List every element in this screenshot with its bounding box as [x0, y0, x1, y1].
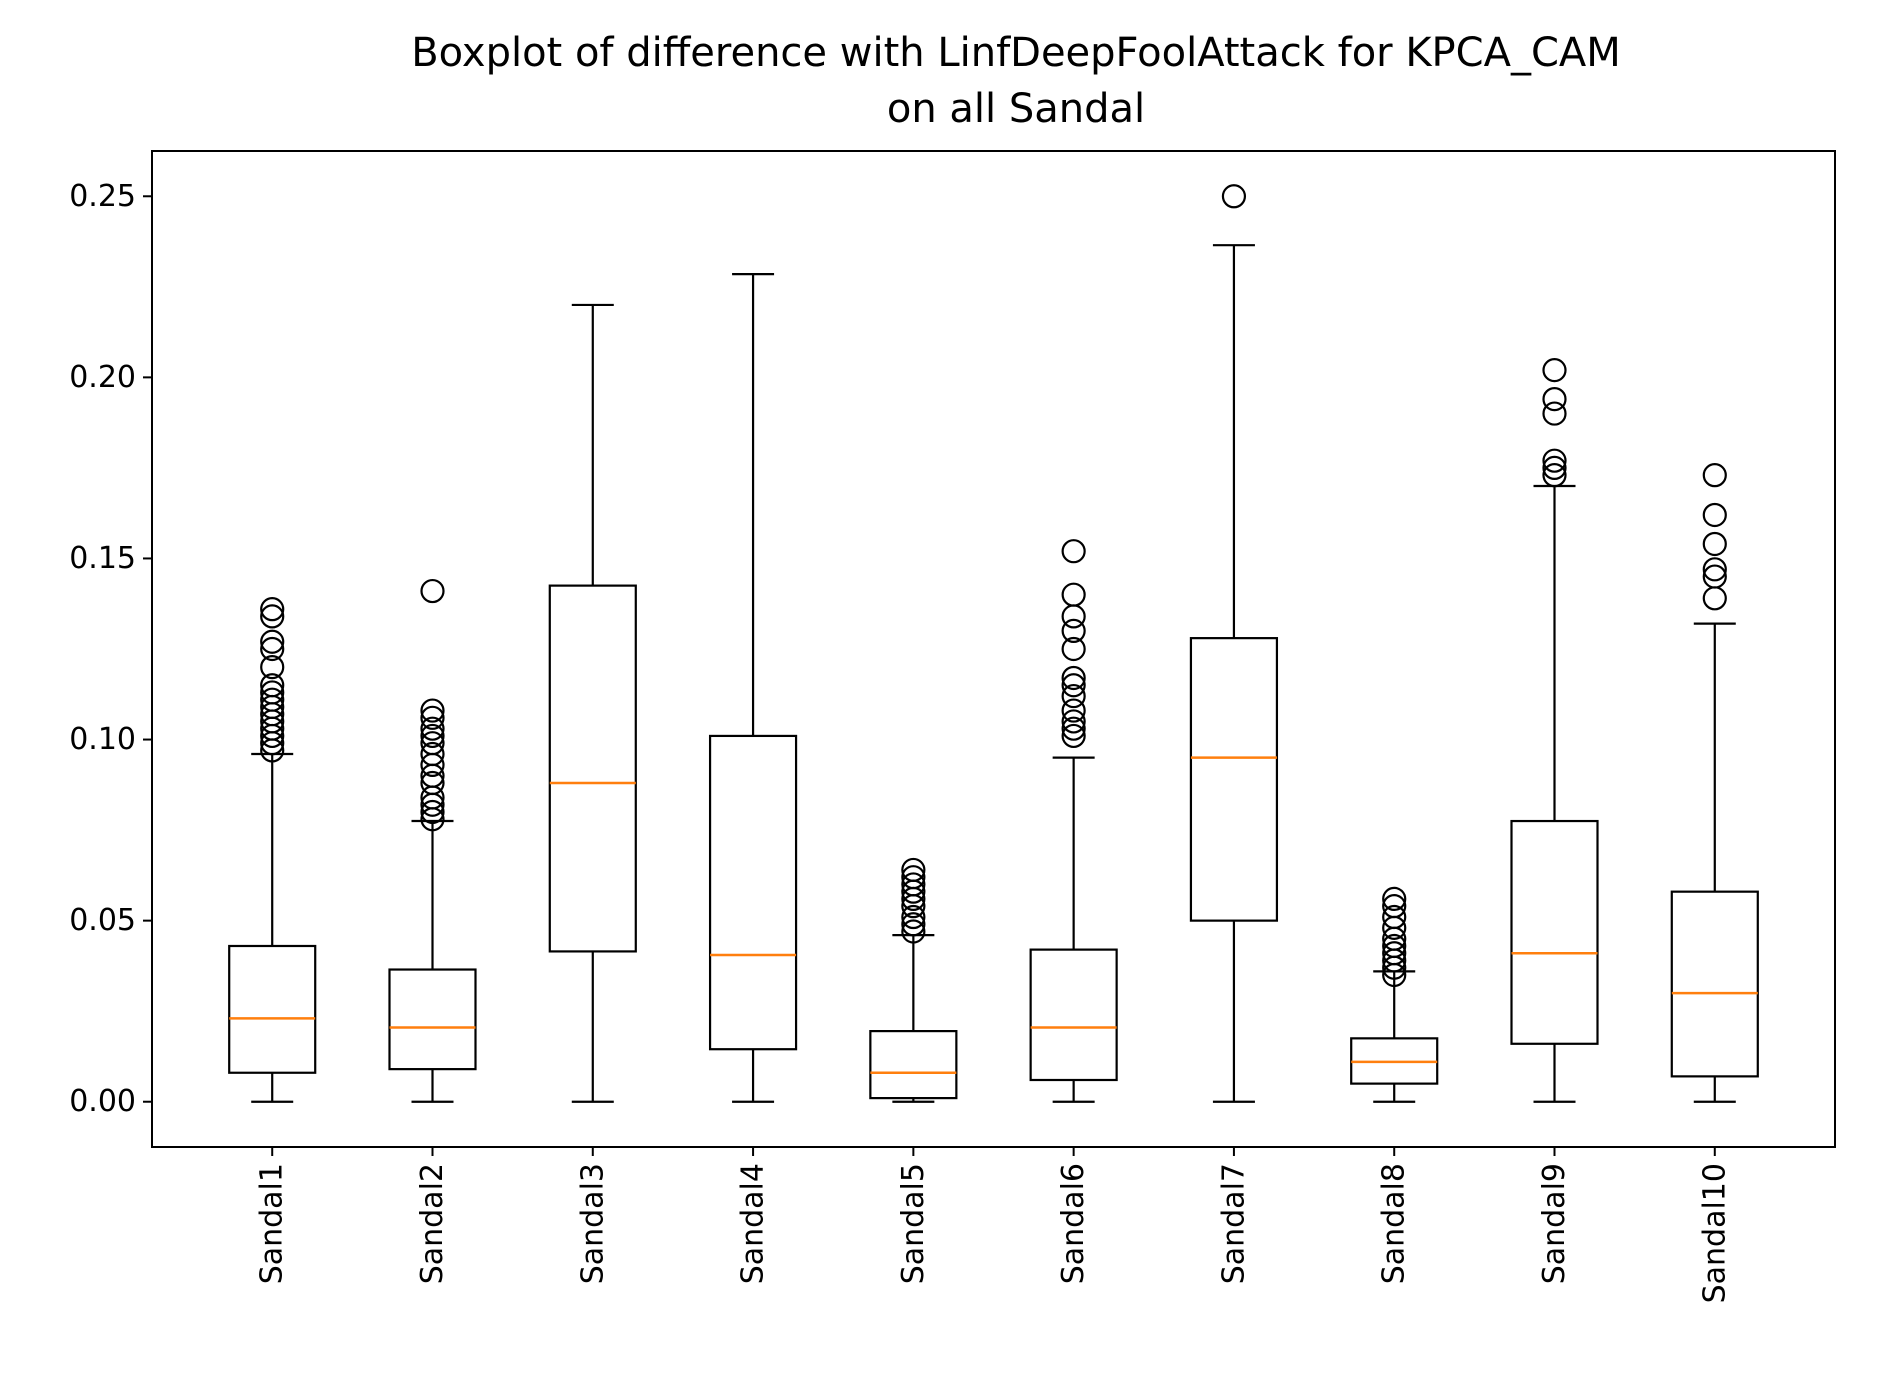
outlier-point: [1061, 636, 1086, 662]
box-sandal8: [1350, 886, 1439, 1103]
outlier-point: [260, 680, 285, 705]
y-tick-label: 0.25: [69, 179, 136, 214]
y-tick-label: 0.20: [69, 360, 136, 395]
outlier-point: [901, 912, 926, 937]
outlier-point: [1382, 904, 1407, 930]
y-tick-label: 0.10: [69, 722, 136, 757]
iqr-box: [228, 944, 317, 1074]
outlier-point: [1702, 564, 1727, 589]
outlier-point: [1542, 386, 1567, 412]
x-tick-label: Sandal5: [896, 1163, 931, 1284]
outlier-point: [1061, 709, 1086, 734]
outlier-point: [420, 741, 445, 767]
outlier-point: [1061, 604, 1086, 629]
outlier-point: [420, 705, 445, 730]
x-axis: Sandal1 Sandal2 Sandal3 Sandal4 Sandal5 Sanda…: [255, 1147, 1732, 1303]
outlier-point: [1061, 698, 1086, 723]
outlier-point: [1542, 455, 1567, 481]
x-tick-label: Sandal1: [255, 1163, 290, 1284]
outlier-point: [1061, 618, 1086, 643]
chart-subtitle: on all Sandal: [887, 86, 1145, 132]
outlier-point: [420, 716, 445, 741]
box-sandal9: [1510, 358, 1599, 1103]
outlier-point: [1061, 539, 1086, 564]
outlier-point: [260, 604, 285, 629]
box-sandal1: [228, 597, 317, 1103]
x-tick-label: Sandal9: [1537, 1163, 1572, 1284]
y-tick-label: 0.05: [69, 903, 136, 938]
outlier-point: [260, 597, 285, 622]
iqr-box: [1670, 890, 1759, 1078]
outlier-point: [1382, 886, 1407, 912]
x-tick-label: Sandal6: [1056, 1163, 1091, 1284]
iqr-box: [1189, 637, 1279, 922]
box-sandal4: [708, 273, 798, 1103]
outlier-point: [260, 673, 285, 698]
iqr-box: [388, 968, 477, 1071]
outlier-point: [260, 629, 285, 654]
outlier-point: [901, 872, 926, 897]
x-tick-label: Sandal3: [575, 1163, 610, 1284]
outlier-point: [1061, 665, 1086, 691]
box-sandal7: [1189, 184, 1279, 1103]
x-tick-label: Sandal10: [1697, 1163, 1732, 1303]
plot-area: [228, 184, 1759, 1103]
outlier-point: [260, 655, 285, 680]
outlier-point: [1702, 463, 1727, 488]
outlier-point: [1061, 683, 1086, 709]
outlier-point: [1061, 716, 1086, 741]
outlier-point: [420, 698, 445, 723]
box-sandal3: [548, 303, 637, 1103]
outlier-point: [1542, 463, 1567, 488]
outlier-point: [420, 723, 445, 749]
chart-title: Boxplot of difference with LinfDeepFoolA…: [411, 30, 1621, 76]
outlier-point: [901, 865, 926, 890]
y-tick-label: 0.15: [69, 541, 136, 576]
outlier-point: [1702, 557, 1727, 582]
outlier-point: [420, 578, 445, 604]
outlier-point: [260, 687, 285, 712]
box-sandal2: [388, 578, 477, 1103]
x-tick-label: Sandal7: [1216, 1163, 1251, 1284]
outlier-point: [901, 919, 926, 944]
outlier-point: [1382, 941, 1407, 966]
box-sandal10: [1670, 463, 1759, 1103]
x-tick-label: Sandal2: [415, 1163, 450, 1284]
outlier-point: [1542, 358, 1567, 383]
outlier-point: [1702, 502, 1727, 528]
axes-frame: [151, 150, 1836, 1148]
outlier-point: [1702, 586, 1727, 611]
outlier-point: [1702, 531, 1727, 557]
outlier-point: [420, 799, 445, 825]
outlier-point: [1542, 401, 1567, 426]
x-tick-label: Sandal8: [1377, 1163, 1412, 1284]
outlier-point: [420, 770, 445, 796]
box-sandal6: [1029, 539, 1118, 1103]
outlier-point: [1221, 184, 1247, 209]
outlier-point: [1542, 448, 1567, 473]
iqr-box: [708, 734, 798, 1051]
y-axis: 0.00 0.05 0.10 0.15 0.20 0.25: [69, 179, 152, 1119]
outlier-point: [1061, 723, 1086, 749]
iqr-box: [548, 584, 637, 953]
outlier-point: [1382, 894, 1407, 919]
outlier-point: [260, 636, 285, 662]
box-sandal5: [869, 857, 958, 1103]
y-tick-label: 0.00: [69, 1084, 136, 1119]
outlier-point: [901, 904, 926, 930]
x-tick-label: Sandal4: [736, 1163, 771, 1284]
iqr-box: [869, 1030, 958, 1100]
outlier-point: [901, 857, 926, 883]
outlier-point: [1061, 673, 1086, 698]
outlier-point: [1061, 582, 1086, 607]
iqr-box: [1029, 948, 1118, 1082]
iqr-box: [1510, 819, 1599, 1045]
outlier-point: [1382, 933, 1407, 959]
outlier-point: [420, 731, 445, 756]
